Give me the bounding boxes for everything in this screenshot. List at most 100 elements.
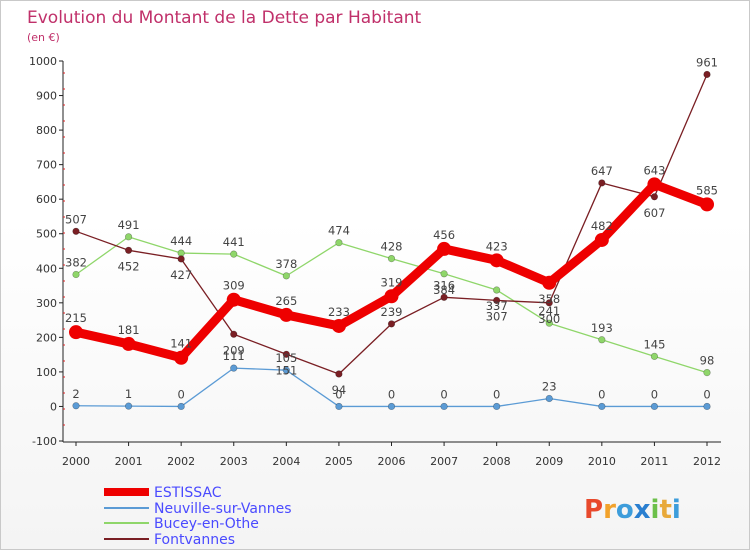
data-point [177,255,185,263]
x-tick-label: 2010 [588,455,616,468]
y-tick-label: 1000 [29,55,57,68]
legend-label: Fontvannes [154,532,235,548]
data-label: 0 [440,387,447,401]
data-label: 384 [433,283,455,297]
data-label: 215 [65,311,87,325]
data-point [230,330,238,338]
chart-subtitle: (en €) [27,31,60,44]
data-point [72,227,80,235]
data-point [121,336,136,351]
data-point [331,318,346,333]
data-point [598,179,606,187]
data-point [124,402,133,410]
y-tick-label: 900 [36,90,57,103]
data-point [489,253,504,268]
data-label: 193 [591,321,613,335]
x-tick-label: 2007 [430,455,458,468]
data-label: 94 [332,383,347,397]
data-point [493,296,501,305]
data-point [279,307,294,322]
data-label: 141 [170,337,192,351]
data-point [493,286,501,294]
data-point [650,352,659,360]
logo-letter: x [634,495,651,525]
data-label: 241 [538,304,560,318]
proxiti-logo: Proxiti [584,495,681,525]
data-label: 423 [486,239,508,253]
data-label: 456 [433,228,455,242]
data-point [177,402,185,411]
x-tick-label: 2002 [167,455,195,468]
y-tick-label: -100 [32,435,57,448]
data-label: 181 [118,323,140,337]
data-label: 444 [170,234,192,248]
data-label: 316 [433,278,455,292]
data-label: 23 [542,380,557,394]
y-tick-label: 0 [50,400,57,413]
y-tick-label: 600 [36,193,57,206]
legend-label: Bucey-en-Othe [154,516,259,532]
data-label: 0 [493,387,500,401]
logo-letter: r [603,495,616,525]
y-tick-group: -100 0 100 200 300 400 500 600 700 800 900 1000 [29,55,65,448]
data-label: 98 [700,354,715,368]
data-label: 337 [486,299,508,313]
data-point [335,239,343,247]
data-label: 358 [538,292,560,306]
data-label: 452 [118,259,140,273]
data-label: 0 [388,387,395,401]
data-label: 585 [696,183,718,197]
data-point [703,70,711,79]
data-label: 474 [328,224,350,238]
data-point [703,369,711,377]
data-point [598,402,606,411]
y-tick-label: 100 [36,366,57,379]
x-tick-label: 2008 [483,455,511,468]
data-label: 0 [703,387,710,401]
data-point [230,250,238,258]
x-tick-label: 2000 [62,455,90,468]
data-label: 428 [381,240,403,254]
data-label: 300 [538,312,560,326]
data-label: 239 [381,305,403,319]
data-label: 265 [275,294,297,308]
data-point [282,366,290,374]
x-tick-label: 2012 [693,455,721,468]
y-tick-label: 400 [36,262,57,275]
data-label: 643 [643,163,665,177]
legend-label: ESTISSAC [154,485,222,501]
data-label: 647 [591,164,613,178]
data-label: 378 [275,257,297,271]
data-label: 382 [65,255,87,269]
logo-letter: P [584,495,603,525]
data-point [384,289,399,304]
data-point [650,193,659,201]
data-label: 491 [118,218,140,232]
x-tick-label: 2005 [325,455,353,468]
data-label: 0 [335,387,342,401]
data-point [545,394,553,403]
logo-letter: i [651,495,660,525]
data-point [387,255,396,263]
data-point [703,402,711,411]
data-point [282,350,290,358]
data-label: 319 [381,275,403,289]
data-point [174,350,189,365]
data-label: 482 [591,219,613,233]
data-label: 607 [643,206,665,220]
legend: ESTISSACNeuville-sur-VannesBucey-en-Othe… [104,485,292,548]
data-point [650,402,659,411]
data-point [545,299,553,307]
data-label: 111 [223,349,245,363]
data-point [440,270,448,278]
x-tick-label: 2001 [115,455,143,468]
data-point [72,270,80,279]
y-tick-label: 200 [36,331,57,344]
data-point [440,402,448,411]
data-point [230,364,238,372]
data-label: 307 [486,309,508,323]
data-label: 441 [223,235,245,249]
data-label: 209 [223,343,245,357]
